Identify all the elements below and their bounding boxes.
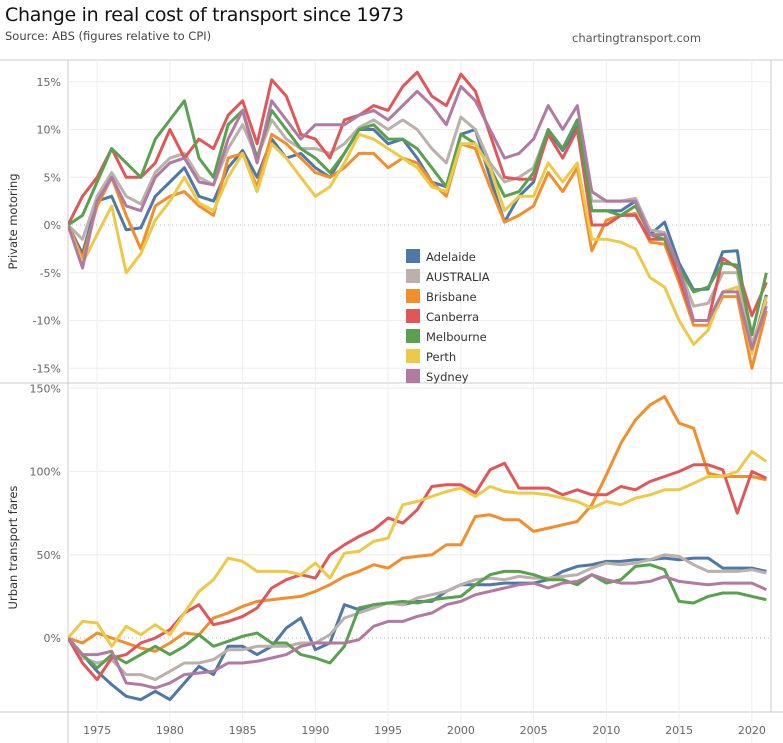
legend: Adelaide AUSTRALIA Brisbane Canberra Melbour…	[406, 249, 490, 384]
urban-fares-panel: 0% 50% 100% 150% Urban transport fares	[6, 382, 770, 712]
legend-label: Melbourne	[426, 330, 487, 344]
y-tick-label: -15%	[33, 362, 61, 375]
credit-link[interactable]: chartingtransport.com	[572, 31, 702, 45]
chart-frame	[0, 59, 783, 743]
legend-swatch	[406, 309, 420, 323]
legend-swatch	[406, 369, 420, 383]
legend-label: Canberra	[426, 310, 479, 324]
legend-swatch	[406, 249, 420, 263]
series-line-australia[interactable]	[68, 553, 767, 682]
legend-label: Adelaide	[426, 250, 476, 264]
series-line-sydney[interactable]	[68, 573, 768, 690]
legend-item-sydney[interactable]: Sydney	[406, 369, 469, 384]
series-line-melbourne[interactable]	[68, 563, 767, 670]
x-tick-label: 1975	[83, 724, 111, 737]
series-line-brisbane[interactable]	[68, 132, 768, 370]
x-tick-label: 2020	[738, 724, 766, 737]
page-subtitle: Source: ABS (figures relative to CPI)	[5, 29, 212, 43]
y-tick-label: 150%	[30, 382, 61, 395]
series-line-perth[interactable]	[68, 450, 768, 648]
x-axis: 1975 1980 1985 1990 1995 2000 2005 2010 2015 2020	[83, 712, 766, 743]
y-tick-label: 50%	[37, 549, 61, 562]
legend-label: Brisbane	[426, 290, 477, 304]
x-tick-label: 1980	[156, 724, 184, 737]
x-tick-label: 2000	[447, 724, 475, 737]
legend-swatch	[406, 349, 420, 363]
y-axis-label: Urban transport fares	[6, 486, 20, 610]
y-tick-label: 0%	[44, 219, 61, 232]
legend-label: Sydney	[426, 370, 469, 384]
legend-label: Perth	[426, 350, 456, 364]
legend-swatch	[406, 289, 420, 303]
y-tick-label: 5%	[44, 171, 61, 184]
y-tick-label: 0%	[44, 632, 61, 645]
x-tick-label: 2015	[665, 724, 693, 737]
series-line-sydney[interactable]	[68, 85, 768, 351]
y-tick-label: 10%	[37, 124, 61, 137]
y-tick-label: -10%	[33, 315, 61, 328]
legend-item-canberra[interactable]: Canberra	[406, 309, 479, 324]
legend-swatch	[406, 329, 420, 343]
legend-item-brisbane[interactable]: Brisbane	[406, 289, 477, 304]
legend-swatch	[406, 269, 420, 283]
y-tick-label: -5%	[40, 267, 61, 280]
series-line-perth[interactable]	[68, 132, 768, 356]
legend-item-australia[interactable]: AUSTRALIA	[406, 269, 490, 284]
x-tick-label: 1995	[374, 724, 402, 737]
series-line-brisbane[interactable]	[68, 395, 767, 653]
legend-item-adelaide[interactable]: Adelaide	[406, 249, 476, 264]
private-motoring-panel: -15% -10% -5% 0% 5% 10% 15% Private motoring	[6, 60, 770, 383]
page-title: Change in real cost of transport since 1…	[5, 4, 404, 26]
y-tick-label: 15%	[37, 76, 61, 89]
x-tick-label: 2010	[592, 724, 620, 737]
series-line-canberra[interactable]	[68, 461, 768, 682]
legend-label: AUSTRALIA	[426, 270, 490, 284]
x-tick-label: 1985	[229, 724, 257, 737]
y-axis-label: Private motoring	[6, 173, 20, 269]
series-line-australia[interactable]	[68, 115, 768, 346]
x-tick-label: 2005	[520, 724, 548, 737]
legend-item-perth[interactable]: Perth	[406, 349, 456, 364]
x-tick-label: 1990	[301, 724, 329, 737]
y-tick-label: 100%	[30, 466, 61, 479]
legend-item-melbourne[interactable]: Melbourne	[406, 329, 487, 344]
